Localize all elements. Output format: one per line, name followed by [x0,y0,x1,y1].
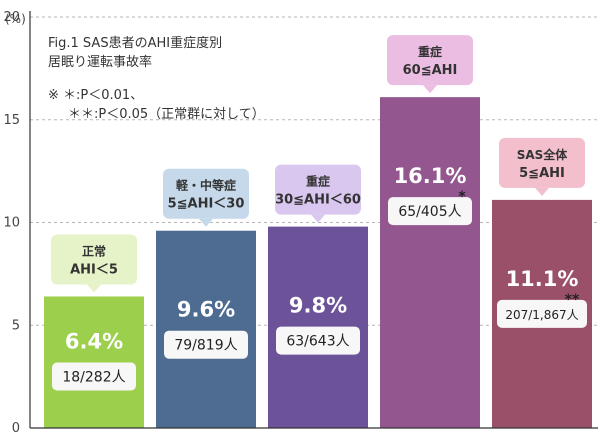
category-callout-pointer-4 [535,187,549,196]
y-axis-unit: (%) [5,12,26,26]
category-label-2-line-1: 重症 [306,174,330,189]
value-label-3: 16.1% [394,164,467,188]
count-box-1 [164,330,248,359]
y-tick-label-15: 15 [3,113,20,128]
count-box-0 [52,362,136,391]
value-label-1: 9.6% [177,298,235,322]
count-box-2 [276,326,360,355]
count-label-4: 207/1,867人 [505,308,578,322]
significance-note: ※ ＊:P＜0.01、 ＊＊:P＜0.05（正常群に対して） [48,86,265,124]
count-label-1: 79/819人 [174,338,237,354]
category-callout-3 [387,35,473,86]
count-label-3: 65/405人 [398,204,461,220]
category-callout-pointer-2 [311,214,325,223]
bar-0 [44,296,144,428]
category-label-2-line-2: 30≦AHI＜60 [275,193,361,208]
chart-title: Fig.1 SAS患者のAHI重症度別 居眠り運転事故率 [48,34,222,72]
category-label-3-line-1: 重症 [418,44,442,59]
category-label-3-line-2: 60≦AHI [403,63,458,78]
significance-marker-4: ** [565,292,580,308]
chart-title-line-2: 居眠り運転事故率 [48,55,153,70]
category-callout-pointer-0 [87,284,101,293]
value-label-0: 6.4% [65,329,123,353]
category-label-1-line-2: 5≦AHI＜30 [168,197,245,212]
significance-note-line-1: ※ ＊:P＜0.01、 [48,88,144,103]
count-box-3 [388,197,472,226]
category-label-0-line-2: AHI＜5 [70,262,118,277]
significance-marker-3: * [458,189,466,205]
category-label-4-line-1: SAS全体 [517,147,569,162]
category-callout-0 [51,234,137,285]
value-label-4: 11.1% [506,267,579,291]
category-callout-4 [499,137,585,188]
category-label-0-line-1: 正常 [82,243,106,258]
category-callout-2 [275,164,361,215]
category-callout-1 [163,168,249,219]
category-callout-pointer-1 [199,218,213,227]
value-label-2: 9.8% [289,294,347,318]
y-tick-label-10: 10 [3,216,20,231]
y-tick-label-0: 0 [12,421,20,435]
bar-1 [156,230,256,428]
category-label-1-line-1: 軽・中等症 [176,178,236,193]
y-tick-label-5: 5 [12,318,20,333]
category-callout-pointer-3 [423,85,437,94]
y-tick-label-20: 20 [3,10,20,25]
bar-3 [380,97,480,429]
significance-note-line-2: ＊＊:P＜0.05（正常群に対して） [68,107,265,122]
count-label-2: 63/643人 [286,334,349,350]
chart-title-line-1: Fig.1 SAS患者のAHI重症度別 [48,36,223,51]
category-label-4-line-2: 5≦AHI [519,166,565,181]
count-label-0: 18/282人 [62,369,125,385]
count-box-4 [497,299,587,328]
